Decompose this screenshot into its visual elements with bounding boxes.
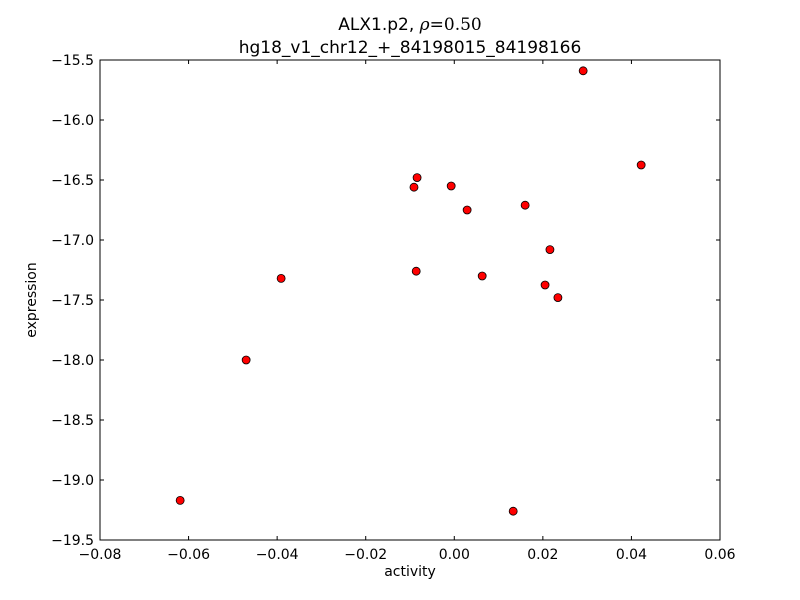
y-tick-label: −15.5 bbox=[51, 53, 94, 69]
data-point bbox=[241, 355, 251, 365]
x-tick-label: 0.06 bbox=[704, 547, 735, 563]
x-axis-label: activity bbox=[384, 564, 436, 580]
data-point bbox=[276, 273, 286, 283]
y-tick-label: −16.5 bbox=[51, 173, 94, 189]
x-tick-label: −0.08 bbox=[79, 547, 122, 563]
y-tick-label: −17.0 bbox=[51, 233, 94, 249]
data-point bbox=[636, 160, 646, 170]
x-tick-label: −0.04 bbox=[256, 547, 299, 563]
chart-title-line1: ALX1.p2, ρ=0.50 bbox=[338, 15, 482, 35]
x-tick-label: 0.04 bbox=[616, 547, 647, 563]
x-tick-label: 0.00 bbox=[439, 547, 470, 563]
plot-area-frame bbox=[99, 59, 721, 541]
data-point bbox=[409, 182, 419, 192]
data-point bbox=[545, 245, 555, 255]
x-tick-label: −0.02 bbox=[344, 547, 387, 563]
y-tick-label: −16.0 bbox=[51, 113, 94, 129]
data-point bbox=[477, 271, 487, 281]
x-tick-label: 0.02 bbox=[527, 547, 558, 563]
data-point bbox=[578, 66, 588, 76]
data-point bbox=[508, 506, 518, 516]
data-point bbox=[411, 266, 421, 276]
data-point bbox=[462, 205, 472, 215]
y-tick-label: −17.5 bbox=[51, 293, 94, 309]
chart-title-line2: hg18_v1_chr12_+_84198015_84198166 bbox=[239, 38, 582, 58]
data-point bbox=[520, 200, 530, 210]
data-point bbox=[540, 280, 550, 290]
data-point bbox=[412, 173, 422, 183]
y-axis-label: expression bbox=[24, 262, 40, 338]
data-point bbox=[553, 293, 563, 303]
x-tick-label: −0.06 bbox=[167, 547, 210, 563]
data-point bbox=[175, 495, 185, 505]
data-point bbox=[446, 181, 456, 191]
y-tick-label: −19.5 bbox=[51, 533, 94, 549]
y-tick-label: −18.5 bbox=[51, 413, 94, 429]
y-tick-label: −18.0 bbox=[51, 353, 94, 369]
y-tick-label: −19.0 bbox=[51, 473, 94, 489]
